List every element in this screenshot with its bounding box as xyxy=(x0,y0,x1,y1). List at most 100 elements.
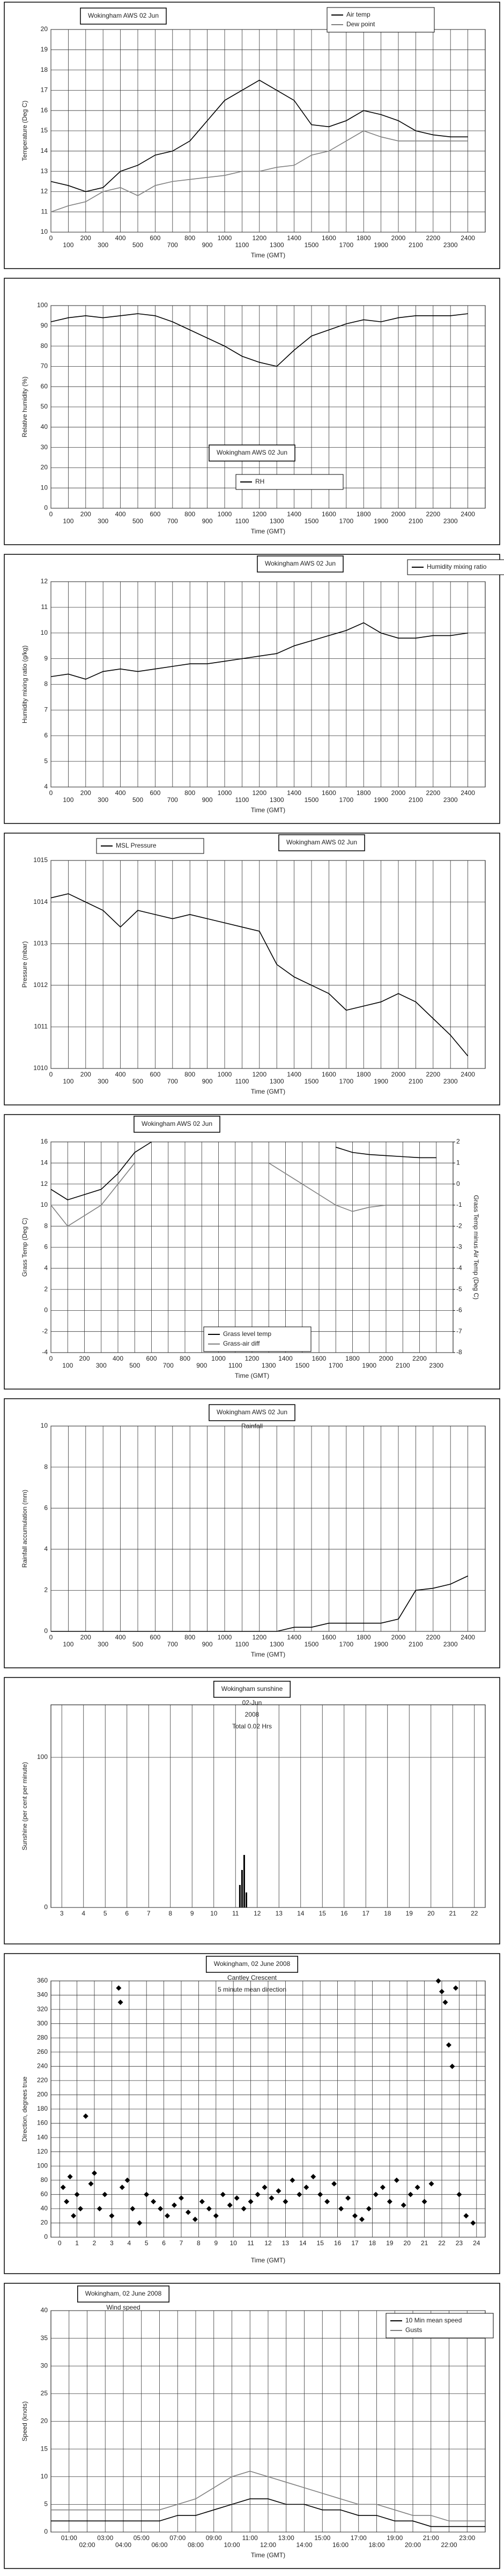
y-tick-label: 1013 xyxy=(33,939,48,947)
y-tick-label: 20 xyxy=(41,25,48,33)
x-tick-label: 800 xyxy=(184,1071,195,1078)
x-tick-label: 200 xyxy=(80,789,91,797)
data-point xyxy=(310,2174,316,2180)
data-point xyxy=(352,2213,358,2219)
data-point xyxy=(192,2216,198,2222)
x-tick-label: 2300 xyxy=(443,241,458,249)
x-tick-label: 4 xyxy=(127,2239,131,2247)
data-point xyxy=(74,2192,80,2198)
bar xyxy=(243,1855,245,1907)
x-tick-label: 1000 xyxy=(218,1634,232,1641)
y2-tick-label: -7 xyxy=(456,1327,462,1335)
chart-subtitle: 2008 xyxy=(245,1711,260,1718)
x-tick-label: 1800 xyxy=(357,1634,371,1641)
x-axis-label: Time (GMT) xyxy=(251,2256,285,2264)
x-tick-label: 0 xyxy=(49,789,53,797)
y2-tick-label: 2 xyxy=(456,1138,460,1145)
x-tick-label: 900 xyxy=(196,1362,207,1369)
data-point xyxy=(435,1978,441,1984)
x-tick-label: 200 xyxy=(80,1634,91,1641)
x-tick-label: 400 xyxy=(115,789,126,797)
x-tick-label: 2200 xyxy=(426,1634,440,1641)
x-tick-label: 11:00 xyxy=(242,2534,258,2542)
x-tick-label: 5 xyxy=(145,2239,149,2247)
y-tick-label: 4 xyxy=(44,1545,48,1553)
x-tick-label: 2400 xyxy=(461,510,475,518)
x-tick-label: 100 xyxy=(63,1078,73,1085)
y-tick-label: 200 xyxy=(37,2091,48,2098)
x-tick-label: 500 xyxy=(132,241,143,249)
data-point xyxy=(92,2170,97,2176)
plot-area xyxy=(50,860,486,1069)
x-tick-label: 4 xyxy=(81,1910,85,1917)
data-point xyxy=(453,1985,458,1991)
x-tick-label: 500 xyxy=(129,1362,140,1369)
data-point xyxy=(255,2192,261,2198)
data-point xyxy=(394,2177,399,2183)
title-box xyxy=(257,555,344,573)
y-tick-label: 10 xyxy=(41,629,48,636)
data-point xyxy=(345,2195,351,2201)
chart-title: Wokingham, 02 June 2008 xyxy=(85,2290,162,2297)
data-point xyxy=(97,2206,102,2211)
data-line xyxy=(50,130,468,212)
data-point xyxy=(241,2206,247,2211)
x-tick-label: 1400 xyxy=(287,789,301,797)
x-tick-label: 700 xyxy=(167,241,178,249)
y-tick-label: 120 xyxy=(37,2148,48,2155)
chart-panel: 0246810010020030040050060070080090010001… xyxy=(4,1398,500,1668)
x-tick-label: 5 xyxy=(103,1910,107,1917)
x-tick-label: 04:00 xyxy=(115,2541,131,2549)
x-tick-label: 2400 xyxy=(461,1634,475,1641)
y-tick-label: 300 xyxy=(37,2020,48,2027)
x-tick-label: 2200 xyxy=(426,789,440,797)
legend-label: Gusts xyxy=(405,2326,422,2334)
x-tick-label: 1300 xyxy=(262,1362,276,1369)
data-point xyxy=(158,2206,164,2211)
x-tick-label: 0 xyxy=(58,2239,62,2247)
x-tick-label: 0 xyxy=(49,1634,53,1641)
y-tick-label: 80 xyxy=(41,2176,48,2184)
chart-panel: 0204060801001201401601802002202402602803… xyxy=(4,1953,500,2274)
x-tick-label: 10:00 xyxy=(224,2541,240,2549)
data-point xyxy=(290,2177,295,2183)
x-tick-label: 1600 xyxy=(312,1355,327,1362)
x-tick-label: 2100 xyxy=(409,796,423,804)
x-tick-label: 1500 xyxy=(305,1078,319,1085)
x-tick-label: 10 xyxy=(230,2239,238,2247)
y-tick-label: 2 xyxy=(44,1285,48,1293)
legend-label: Humidity mixing ratio xyxy=(427,563,487,570)
data-point xyxy=(373,2192,379,2198)
x-tick-label: 2100 xyxy=(409,241,423,249)
title-box xyxy=(278,834,365,851)
data-point xyxy=(324,2199,330,2204)
x-tick-label: 2000 xyxy=(391,789,406,797)
y-tick-label: 15 xyxy=(41,2445,48,2452)
legend-box xyxy=(235,474,344,490)
x-tick-label: 800 xyxy=(184,1634,195,1641)
x-tick-label: 2300 xyxy=(443,796,458,804)
data-line xyxy=(50,1162,436,1227)
legend-label: Air temp xyxy=(346,11,370,18)
y-tick-label: 0 xyxy=(44,1306,48,1314)
data-point xyxy=(179,2195,184,2201)
x-tick-label: 300 xyxy=(98,796,108,804)
x-tick-label: 8 xyxy=(168,1910,172,1917)
x-tick-label: 1500 xyxy=(305,241,319,249)
x-tick-label: 22 xyxy=(471,1910,478,1917)
y-axis-label: Temperature (Deg C) xyxy=(21,101,28,161)
x-tick-label: 16 xyxy=(340,1910,348,1917)
x-tick-label: 100 xyxy=(62,1362,73,1369)
data-point xyxy=(165,2213,171,2219)
x-tick-label: 700 xyxy=(167,1078,178,1085)
x-tick-label: 900 xyxy=(202,1078,213,1085)
x-tick-label: 1100 xyxy=(235,1640,249,1648)
data-point xyxy=(442,1999,448,2005)
x-tick-label: 1800 xyxy=(357,234,371,242)
x-tick-label: 03:00 xyxy=(97,2534,113,2542)
title-box xyxy=(213,1681,291,1698)
y-tick-label: 90 xyxy=(41,322,48,329)
data-point xyxy=(144,2192,150,2198)
x-tick-label: 11 xyxy=(232,1910,239,1917)
x-tick-label: 300 xyxy=(96,1362,107,1369)
